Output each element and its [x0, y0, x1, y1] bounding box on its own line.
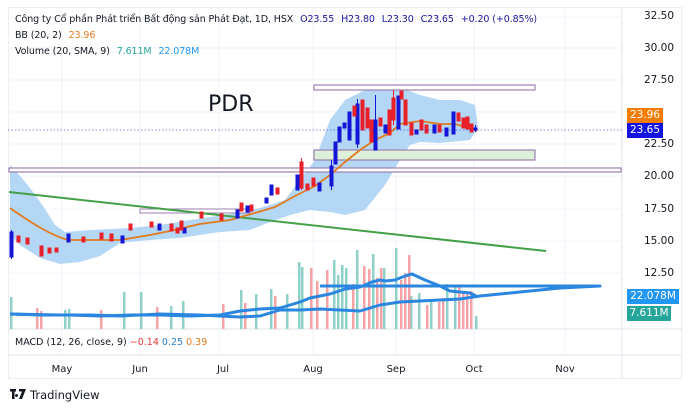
- time-label-jul: Jul: [216, 364, 230, 375]
- trendline[interactable]: [8, 191, 547, 252]
- macd-legend[interactable]: MACD (12, 26, close, 9) −0.14 0.25 0.39: [15, 337, 207, 348]
- volume-ma-value: 22.078M: [158, 46, 200, 57]
- macd-value: 0.25: [161, 337, 184, 348]
- bb-price-tag: 23.96: [627, 108, 663, 123]
- symbol-legend[interactable]: Công ty Cổ phần Phát triển Bất động sản …: [15, 14, 537, 25]
- volume-ma-line-main: [9, 272, 477, 318]
- ohlc-close: C23.65: [420, 14, 454, 25]
- last-price-tag: 23.65: [627, 123, 663, 138]
- time-label-aug: Aug: [303, 364, 323, 375]
- volume-label: Volume (20, SMA, 9): [15, 46, 110, 57]
- time-label-may: May: [51, 364, 73, 375]
- macd-signal-value: 0.39: [186, 337, 208, 348]
- pdr-annotation[interactable]: PDR: [208, 92, 254, 117]
- price-tick: 20.00: [643, 170, 675, 182]
- price-tick: 12.50: [643, 267, 675, 279]
- macd-label: MACD (12, 26, close, 9): [15, 337, 127, 348]
- volume-ma-tag: 22.078M: [627, 289, 679, 304]
- level-box[interactable]: [8, 167, 622, 173]
- volume-legend[interactable]: Volume (20, SMA, 9) 7.611M 22.078M: [15, 46, 199, 57]
- bb-label: BB (20, 2): [15, 30, 62, 41]
- price-tick: 22.50: [643, 138, 675, 150]
- ohlc-high: H23.80: [341, 14, 375, 25]
- tradingview-name: TradingView: [30, 388, 100, 402]
- support-box[interactable]: [313, 149, 536, 161]
- resistance-box[interactable]: [313, 84, 536, 91]
- price-tick: 32.50: [643, 10, 675, 22]
- ohlc-open: O23.55: [300, 14, 335, 25]
- bb-value: 23.96: [68, 30, 96, 41]
- grid: [8, 8, 622, 355]
- symbol-name: Công ty Cổ phần Phát triển Bất động sản …: [15, 14, 294, 25]
- macd-hist-value: −0.14: [129, 337, 159, 348]
- volume-value: 7.611M: [116, 46, 152, 57]
- bb-legend[interactable]: BB (20, 2) 23.96: [15, 30, 95, 41]
- ohlc-low: L23.30: [381, 14, 414, 25]
- ohlc-change: +0.20 (+0.85%): [460, 14, 538, 25]
- time-label-nov: Nov: [555, 364, 575, 375]
- candles: [9, 90, 478, 259]
- price-tick: 15.00: [643, 235, 675, 247]
- price-tick: 17.50: [643, 203, 675, 215]
- volume-tag: 7.611M: [627, 306, 671, 321]
- price-tick: 27.50: [643, 74, 675, 86]
- tradingview-logo-icon: [10, 388, 26, 402]
- time-label-jun: Jun: [132, 364, 148, 375]
- time-label-sep: Sep: [386, 364, 406, 375]
- tradingview-brand[interactable]: TradingView: [10, 388, 99, 402]
- time-label-oct: Oct: [465, 364, 483, 375]
- price-tick: 30.00: [643, 42, 675, 54]
